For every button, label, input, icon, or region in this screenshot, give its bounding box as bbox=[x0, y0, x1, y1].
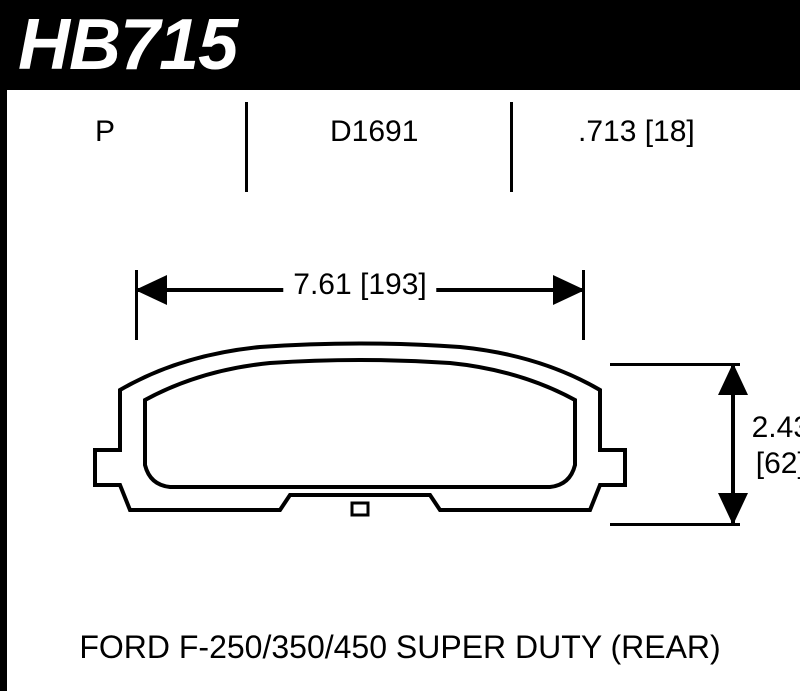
height-mm: [62] bbox=[756, 447, 800, 480]
spec-divider-1 bbox=[245, 102, 248, 192]
spec-divider-2 bbox=[510, 102, 513, 192]
arrow-down-icon bbox=[718, 493, 748, 525]
spec-compound: P bbox=[95, 115, 115, 149]
brake-pad-diagram: 7.61 [193] 2.43 [62] bbox=[80, 260, 640, 580]
width-label: 7.61 [193] bbox=[283, 268, 436, 302]
header-bar: HB715 bbox=[0, 0, 800, 90]
height-dimension: 2.43 [62] bbox=[640, 335, 760, 535]
brake-pad-outline bbox=[80, 335, 640, 535]
spec-row: P D1691 .713 [18] bbox=[0, 115, 800, 195]
arrow-left-icon bbox=[135, 275, 167, 305]
height-label: 2.43 [62] bbox=[752, 410, 800, 482]
part-number: HB715 bbox=[18, 4, 237, 86]
arrow-up-icon bbox=[718, 363, 748, 395]
arrow-right-icon bbox=[553, 275, 585, 305]
spec-thickness: .713 [18] bbox=[578, 115, 695, 149]
spec-fmsi: D1691 bbox=[330, 115, 418, 149]
height-inches: 2.43 bbox=[752, 411, 800, 444]
width-dimension: 7.61 [193] bbox=[80, 260, 640, 320]
application-label: FORD F-250/350/450 SUPER DUTY (REAR) bbox=[79, 629, 720, 666]
